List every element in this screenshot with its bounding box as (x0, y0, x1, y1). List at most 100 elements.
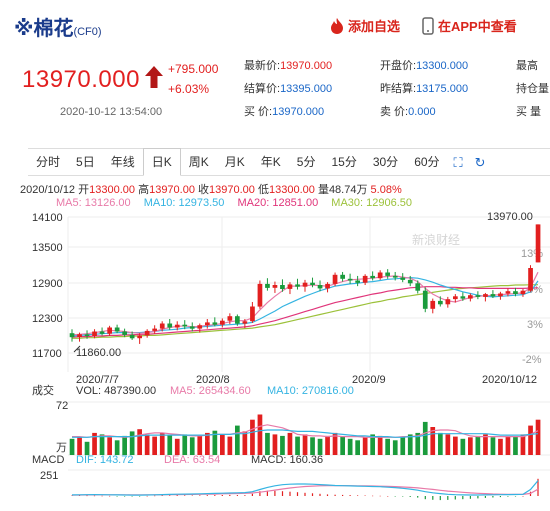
tab-intraday[interactable]: 分时 (36, 155, 61, 169)
kline-high: 13970.00 (149, 184, 195, 196)
tab-5day[interactable]: 5日 (76, 155, 95, 169)
kline-date: 2020/10/12 (20, 184, 76, 196)
macd-lines (71, 480, 539, 496)
candle-body (122, 331, 127, 335)
quote-bid: 买 价:13970.000 (244, 106, 325, 118)
tab-60min[interactable]: 60分 (414, 155, 440, 169)
volume-bar (377, 435, 383, 455)
macd-bar (477, 496, 479, 499)
tab-5min[interactable]: 5分 (296, 155, 316, 169)
macd-bar (304, 492, 306, 496)
ma20-line (71, 286, 539, 338)
candle-body (370, 275, 375, 279)
candle-body (92, 331, 97, 336)
vol-ma5-legend: MA5: 265434.60 (170, 385, 251, 397)
candle-body (520, 290, 526, 295)
candle-body (137, 335, 142, 339)
add-favorite-button[interactable]: 添加自选 (330, 16, 400, 35)
view-in-app-label: 在APP中查看 (438, 19, 517, 34)
macd-bar (296, 492, 299, 496)
fullscreen-icon[interactable]: ⛶ (453, 155, 463, 170)
vol-ma10-legend: MA10: 270816.00 (267, 385, 354, 397)
candle-body (310, 282, 315, 285)
volume-bar (235, 425, 240, 455)
tab-30min[interactable]: 30分 (372, 155, 399, 169)
volume-bar (528, 425, 533, 455)
candle-body (422, 290, 428, 309)
tab-year-line[interactable]: 年线 (110, 155, 135, 169)
x-axis-labels: 2020/7/7 2020/8 2020/9 2020/10/12 (76, 374, 537, 386)
candle-body (445, 299, 451, 305)
candle-body (220, 320, 225, 325)
candle-body (235, 316, 240, 324)
tab-monthly-k[interactable]: 月K (224, 155, 245, 169)
x-label-3: 2020/10/12 (482, 374, 537, 386)
macd-bar (417, 496, 419, 498)
macd-bar (342, 494, 344, 496)
macd-bar (244, 495, 246, 496)
max-price-label: 13970.00 (487, 211, 533, 223)
volume-bar (370, 434, 375, 455)
vol-top-tick: 72 (56, 400, 68, 412)
volume-bar (400, 437, 406, 455)
volume-bar (430, 427, 436, 455)
candle-body (287, 284, 293, 289)
candle-body (189, 326, 195, 329)
candle-body (242, 321, 248, 324)
candle-body (295, 284, 300, 287)
candle-body (107, 327, 112, 334)
candle-body (453, 296, 458, 300)
candle-body (505, 291, 511, 294)
volume-bar (107, 437, 112, 455)
macd-bar (146, 495, 148, 497)
volume-bar (205, 432, 210, 455)
macd-value-legend: MACD: 160.36 (251, 454, 323, 466)
volume-bar (272, 434, 278, 455)
volume-bar (392, 440, 398, 455)
candle-body (475, 295, 481, 297)
candle-body (129, 334, 135, 339)
min-price-label: 11860.00 (76, 347, 121, 359)
view-in-app-button[interactable]: 在APP中查看 (422, 16, 517, 35)
pct-tick-3: -2% (522, 354, 542, 366)
macd-bar (176, 495, 178, 496)
volume-bar (453, 436, 458, 455)
tab-yearly-k[interactable]: 年K (260, 155, 281, 169)
macd-bar (379, 495, 381, 497)
macd-bar (357, 495, 359, 496)
macd-bar (499, 496, 501, 498)
watermark: 新浪财经 (412, 232, 460, 247)
candle-body (513, 291, 518, 294)
legend-ma20: MA20: 12851.00 (237, 197, 319, 209)
min-price-pointer (73, 345, 81, 353)
volume-bar (144, 434, 150, 455)
tab-15min[interactable]: 15分 (331, 155, 357, 169)
quote-open-interest: 持仓量 (516, 83, 549, 95)
volume-bar (129, 431, 135, 455)
candle-body (347, 278, 353, 281)
volume-bar (287, 432, 293, 455)
tab-weekly-k[interactable]: 周K (188, 155, 209, 169)
candle-body (340, 274, 345, 279)
volume-bar (347, 438, 353, 455)
volume-bar (212, 430, 218, 455)
volume-bar (174, 438, 180, 455)
candle-body (77, 334, 82, 338)
kline-pct: 5.08% (370, 184, 402, 196)
candle-body (407, 279, 413, 284)
last-price: 13970.000 (22, 66, 140, 93)
pct-tick-2: 3% (527, 319, 543, 331)
volume-bar (415, 432, 421, 455)
macd-bar (514, 496, 517, 497)
candle-body (490, 294, 496, 297)
refresh-icon[interactable]: ↻ (474, 155, 486, 170)
volume-bar (385, 438, 390, 455)
volume-bar (77, 436, 82, 455)
volume-bar (250, 419, 255, 455)
price-change-percent: +6.03% (168, 82, 210, 96)
tab-daily-k[interactable]: 日K (142, 148, 181, 176)
volume-bar (362, 437, 368, 455)
macd-bar (259, 491, 261, 496)
macd-bar (311, 493, 314, 496)
